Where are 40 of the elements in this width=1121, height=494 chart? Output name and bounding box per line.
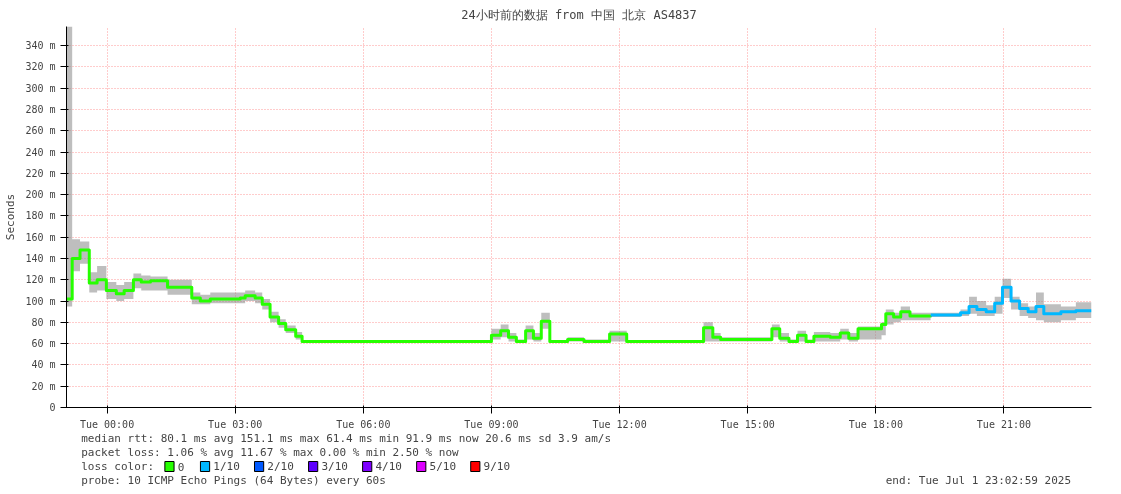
- y-tick-label: 0: [49, 402, 56, 413]
- text: median rtt: 80.1 ms avg 151.1 ms max 61.4 ms min 91.9 ms now 20.6 ms sd 3.9 am/s: [81, 432, 612, 445]
- y-tick-label: 140 m: [25, 253, 56, 265]
- legend-label: 3/10: [321, 460, 348, 473]
- x-tick-label: Tue 15:00: [720, 418, 775, 430]
- x-tick-label: Tue 03:00: [208, 418, 263, 430]
- y-tick-label: 300 m: [25, 82, 56, 94]
- y-tick-label: 320 m: [25, 61, 56, 73]
- y-tick-label: 220 m: [25, 167, 56, 179]
- y-tick-label: 260 m: [25, 125, 56, 137]
- x-tick-label: Tue 12:00: [592, 418, 647, 430]
- legend-label: 9/10: [483, 460, 511, 473]
- x-tick-label: Tue 18:00: [848, 418, 903, 430]
- y-tick-label: 120 m: [25, 274, 56, 286]
- x-tick-label: Tue 00:00: [79, 418, 135, 430]
- x-tick-label: Tue 21:00: [976, 418, 1032, 430]
- y-tick-label: 160 m: [25, 231, 56, 243]
- x-tick-label: Tue 09:00: [464, 418, 519, 430]
- text: packet loss: 1.06 % avg 11.67 % max 0.00 % min 2.50 % now: [81, 446, 460, 459]
- x-tick-label: Tue 06:00: [336, 418, 391, 430]
- legend-label: 1/10: [213, 460, 240, 473]
- text: loss color:: [81, 460, 155, 473]
- legend-label: 2/10: [267, 460, 294, 473]
- y-axis-title: Seconds: [4, 193, 18, 241]
- y-tick-label: 100 m: [25, 295, 56, 307]
- y-tick-label: 280 m: [25, 104, 56, 116]
- y-tick-label: 200 m: [25, 189, 56, 201]
- y-tick-label: 80 m: [31, 316, 56, 328]
- legend-label: 4/10: [375, 460, 402, 473]
- y-tick-label: 240 m: [25, 146, 56, 158]
- chart-title: 24小时前的数据 from 中国 北京 AS4837: [461, 7, 697, 22]
- text: probe: 10 ICMP Echo Pings (64 Bytes) every 60s: [81, 474, 386, 487]
- legend-label: 5/10: [429, 460, 457, 473]
- y-tick-label: 180 m: [25, 210, 56, 222]
- y-tick-label: 20 m: [31, 380, 56, 392]
- legend-label: 0: [177, 460, 185, 474]
- text: end: Tue Jul 1 23:02:59 2025: [885, 474, 1072, 487]
- y-tick-label: 60 m: [31, 338, 56, 350]
- y-tick-label: 340 m: [25, 40, 56, 52]
- y-tick-label: 40 m: [31, 359, 56, 371]
